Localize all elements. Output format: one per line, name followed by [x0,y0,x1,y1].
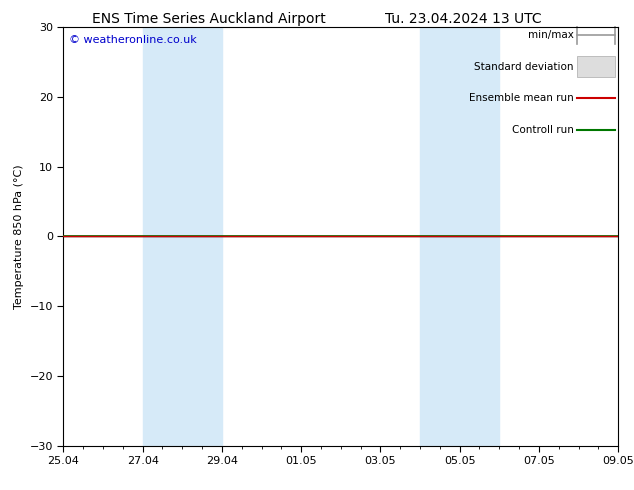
Y-axis label: Temperature 850 hPa (°C): Temperature 850 hPa (°C) [14,164,24,309]
Bar [576,56,616,77]
Text: min/max: min/max [528,30,574,40]
Text: Ensemble mean run: Ensemble mean run [469,93,574,103]
Text: © weatheronline.co.uk: © weatheronline.co.uk [69,35,197,46]
Bar [143,27,222,446]
Text: Tu. 23.04.2024 13 UTC: Tu. 23.04.2024 13 UTC [384,12,541,26]
Bar [420,27,500,446]
Text: Standard deviation: Standard deviation [474,62,574,72]
Text: ENS Time Series Auckland Airport: ENS Time Series Auckland Airport [93,12,326,26]
Text: Controll run: Controll run [512,124,574,135]
